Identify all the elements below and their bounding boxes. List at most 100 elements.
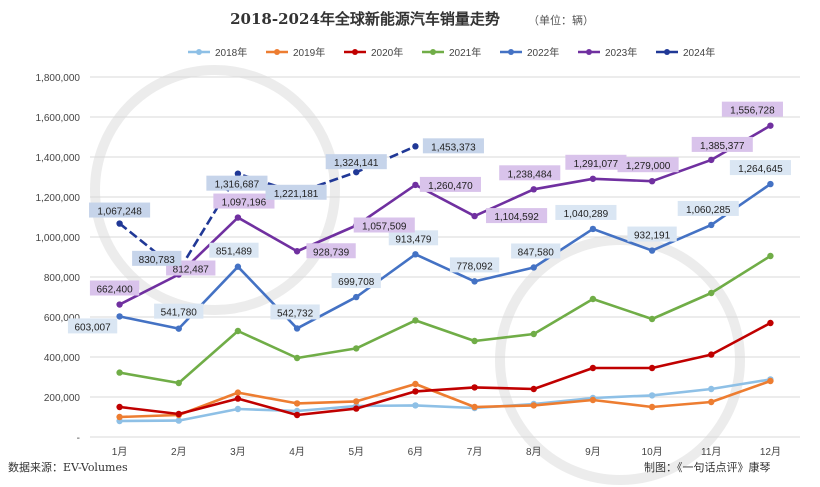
- data-label: 662,400: [89, 280, 140, 296]
- data-label-box: [677, 200, 739, 216]
- data-label-text: 928,739: [313, 247, 350, 258]
- chart-unit: （单位：辆）: [528, 13, 594, 27]
- data-label: 1,097,196: [213, 193, 275, 209]
- data-label-text: 1,324,141: [334, 158, 379, 169]
- data-label-text: 1,556,728: [730, 106, 775, 117]
- data-point: [175, 325, 182, 332]
- x-tick-label: 12月: [760, 446, 781, 458]
- data-point: [767, 180, 774, 188]
- data-point: [116, 301, 123, 308]
- data-point: [589, 364, 597, 372]
- data-label: 1,060,285: [677, 200, 739, 216]
- y-tick-label: 400,000: [44, 353, 81, 364]
- y-tick-label: 200,000: [44, 393, 81, 404]
- data-point: [471, 403, 478, 411]
- data-point: [767, 252, 774, 260]
- data-label: 1,316,687: [206, 175, 268, 191]
- data-label-box: [206, 175, 268, 191]
- data-label-box: [154, 303, 204, 319]
- data-point: [708, 221, 715, 229]
- y-tick-label: 800,000: [44, 273, 81, 284]
- data-label-text: 1,104,592: [494, 212, 539, 223]
- footer-credit: 制图：《一句话点评》康琴: [644, 460, 771, 474]
- data-label-text: 1,238,484: [508, 169, 553, 180]
- data-label: 1,057,509: [353, 217, 415, 233]
- data-label-text: 1,385,377: [700, 141, 745, 152]
- data-point: [175, 410, 182, 418]
- data-label: 778,092: [449, 257, 500, 273]
- data-point: [471, 278, 478, 285]
- data-label-text: 1,057,509: [362, 221, 407, 232]
- data-point: [589, 225, 597, 233]
- data-label: 1,238,484: [499, 165, 561, 181]
- legend-marker: [352, 49, 358, 55]
- chart-title: 2018-2024年全球新能源汽车销量走势: [230, 10, 500, 28]
- data-point: [353, 168, 360, 176]
- y-axis: - 200,000 400,000 600,000 800,000 1,000,000 1,…: [36, 73, 81, 444]
- series-2020: [116, 319, 774, 419]
- x-tick-label: 10月: [642, 446, 663, 458]
- data-point: [353, 398, 360, 405]
- data-label: 847,580: [511, 243, 561, 259]
- data-label-box: [331, 273, 381, 289]
- data-point: [293, 411, 301, 419]
- data-label-text: 542,732: [277, 308, 314, 319]
- data-point: [234, 170, 242, 177]
- data-point: [116, 220, 123, 227]
- data-label: 1,040,289: [555, 204, 617, 220]
- legend-label: 2022年: [527, 46, 559, 59]
- data-point: [234, 395, 242, 402]
- legend-item: 2023年: [578, 46, 637, 59]
- data-point: [234, 214, 242, 221]
- data-label: 851,489: [209, 242, 259, 258]
- legend-item: 2018年: [188, 46, 247, 59]
- data-point: [530, 186, 537, 193]
- data-label: 830,783: [132, 250, 182, 266]
- data-label-text: 851,489: [216, 247, 253, 258]
- data-label-box: [265, 184, 327, 200]
- legend-item: 2022年: [500, 46, 559, 59]
- legend-marker: [586, 49, 592, 55]
- data-label-box: [209, 242, 259, 258]
- data-point: [471, 384, 478, 391]
- data-point: [648, 403, 656, 411]
- legend-item: 2020年: [344, 46, 403, 59]
- data-label-text: 603,007: [75, 322, 112, 333]
- data-label-text: 932,191: [634, 231, 671, 242]
- x-tick-label: 6月: [408, 446, 424, 458]
- data-point: [589, 396, 597, 404]
- data-point: [293, 248, 301, 255]
- data-label-box: [449, 257, 500, 273]
- data-label-text: 1,453,373: [431, 142, 476, 153]
- data-label: 928,739: [306, 243, 356, 259]
- legend-label: 2018年: [215, 46, 247, 59]
- data-point: [648, 364, 656, 372]
- data-point: [767, 377, 774, 385]
- y-tick-label: 1,800,000: [36, 73, 81, 84]
- data-point: [471, 337, 478, 345]
- data-label-box: [721, 101, 783, 117]
- data-label-box: [388, 230, 439, 246]
- series-2023: [116, 122, 774, 308]
- y-tick-label: -: [77, 433, 80, 444]
- data-label: 1,324,141: [325, 154, 387, 170]
- data-point: [648, 178, 656, 185]
- data-point: [293, 400, 301, 407]
- legend-marker: [430, 49, 436, 55]
- data-point: [293, 354, 301, 362]
- legend-label: 2019年: [293, 46, 325, 59]
- data-label: 1,264,645: [729, 160, 791, 176]
- series-2021: [116, 252, 774, 387]
- x-tick-label: 1月: [112, 446, 128, 458]
- data-label: 603,007: [67, 318, 118, 334]
- data-labels: 603,007 541,780 851,489 542,732 699,708 913,4…: [67, 101, 791, 334]
- data-label-box: [499, 165, 561, 181]
- data-label-box: [555, 204, 617, 220]
- data-point: [353, 405, 360, 412]
- data-label-text: 1,316,687: [215, 180, 260, 191]
- data-label: 1,260,470: [419, 176, 481, 192]
- data-label-text: 830,783: [139, 255, 176, 266]
- legend-label: 2023年: [605, 46, 637, 59]
- data-point: [708, 289, 715, 297]
- data-label-box: [325, 154, 387, 170]
